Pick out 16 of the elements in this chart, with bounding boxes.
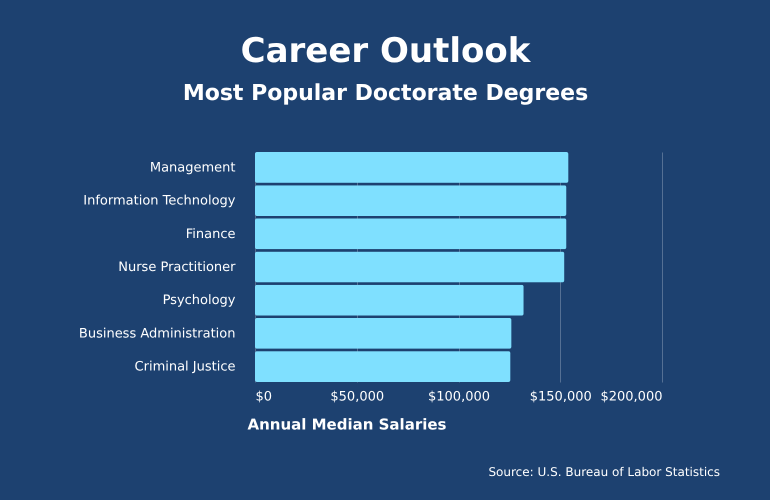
x-tick-label: $100,000 — [428, 390, 490, 404]
y-tick-label: Criminal Justice — [134, 360, 236, 375]
x-tick-label: $50,000 — [330, 390, 384, 404]
y-tick-label: Nurse Practitioner — [118, 260, 236, 275]
y-tick-label: Finance — [186, 226, 236, 242]
chart-title: Career Outlook — [240, 31, 532, 71]
y-tick-label: Information Technology — [83, 194, 236, 209]
chart-subtitle: Most Popular Doctorate Degrees — [182, 81, 588, 106]
x-tick-label: $150,000 — [530, 390, 592, 404]
y-tick-label: Psychology — [162, 293, 236, 308]
y-tick-label: Management — [150, 160, 236, 176]
x-tick-label: $0 — [256, 390, 272, 404]
x-axis-title: Annual Median Salaries — [248, 416, 447, 434]
y-tick-label: Business Administration — [78, 326, 236, 342]
source-note: Source: U.S. Bureau of Labor Statistics — [488, 465, 720, 479]
x-tick-label: $200,000 — [600, 390, 662, 404]
